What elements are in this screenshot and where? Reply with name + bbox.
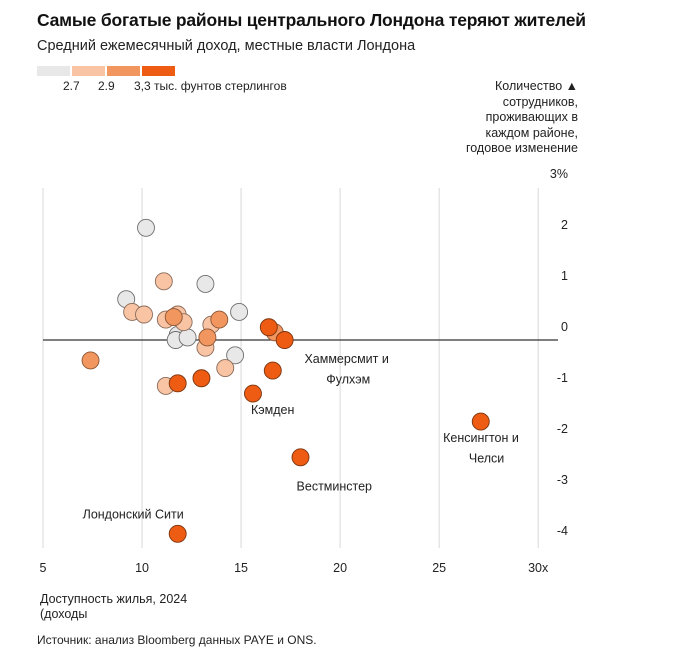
y-tick-label: 1 — [561, 269, 568, 283]
data-point — [154, 272, 173, 291]
x-tick-label: 30x — [528, 561, 549, 575]
point-annotation: Кэмден — [251, 403, 294, 417]
legend-swatch-lowest — [37, 66, 70, 76]
data-point — [164, 308, 183, 326]
data-point — [168, 524, 187, 543]
x-tick-label: 25 — [432, 561, 446, 575]
data-point — [81, 351, 100, 370]
x-tick-label: 20 — [333, 561, 347, 575]
legend-swatches — [37, 66, 175, 76]
data-point — [168, 374, 187, 393]
x-tick-label: 5 — [40, 561, 47, 575]
legend-label-1: 2.7 — [63, 79, 80, 93]
data-point — [263, 361, 282, 380]
data-point — [291, 448, 310, 467]
point-annotation: Фулхэм — [326, 372, 370, 386]
data-point — [198, 328, 217, 347]
x-tick-label: 15 — [234, 561, 248, 575]
point-annotation: Лондонский Сити — [83, 508, 184, 522]
data-point — [244, 384, 262, 403]
legend-label-3: 3,3 тыс. фунтов стерлингов — [134, 79, 287, 93]
data-point — [471, 412, 490, 431]
x-axis-label: Доступность жилья, 2024 (доходы — [40, 592, 188, 621]
data-point — [259, 318, 278, 337]
point-annotation: Вестминстер — [297, 479, 373, 493]
y-tick-label: 2 — [561, 218, 568, 232]
data-point — [137, 218, 155, 237]
data-point — [226, 346, 245, 365]
data-point — [192, 369, 211, 388]
data-point — [135, 305, 153, 324]
y-tick-label: -1 — [557, 371, 568, 385]
y-tick-label: -4 — [557, 524, 568, 538]
y-tick-label: -2 — [557, 422, 568, 436]
data-point — [178, 328, 197, 347]
data-point — [216, 359, 235, 377]
y-tick-label: -3 — [557, 473, 568, 487]
chart-subtitle: Средний ежемесячный доход, местные власт… — [37, 38, 416, 54]
legend-swatch-high — [142, 66, 175, 76]
point-annotation: Хаммерсмит и — [304, 352, 388, 366]
data-point — [196, 274, 215, 293]
data-point — [275, 331, 294, 349]
chart-title: Самые богатые районы центрального Лондон… — [37, 10, 586, 30]
point-annotation: Челси — [469, 451, 504, 465]
y-tick-label: 3% — [550, 167, 568, 181]
x-tick-label: 10 — [135, 561, 149, 575]
color-legend: 2.7 2.9 3,3 тыс. фунтов стерлингов — [37, 66, 287, 93]
legend-swatch-mid — [107, 66, 140, 76]
y-tick-label: 0 — [561, 320, 568, 334]
legend-label-2: 2.9 — [98, 79, 115, 93]
point-annotation: Кенсингтон и — [443, 431, 519, 445]
legend-swatch-low — [72, 66, 105, 76]
source-note: Источник: анализ Bloomberg данных PAYE и… — [37, 633, 317, 647]
y-axis-label: Количество ▲ сотрудников, проживающих в … — [465, 79, 578, 155]
data-point — [210, 310, 229, 329]
data-point — [230, 303, 249, 321]
